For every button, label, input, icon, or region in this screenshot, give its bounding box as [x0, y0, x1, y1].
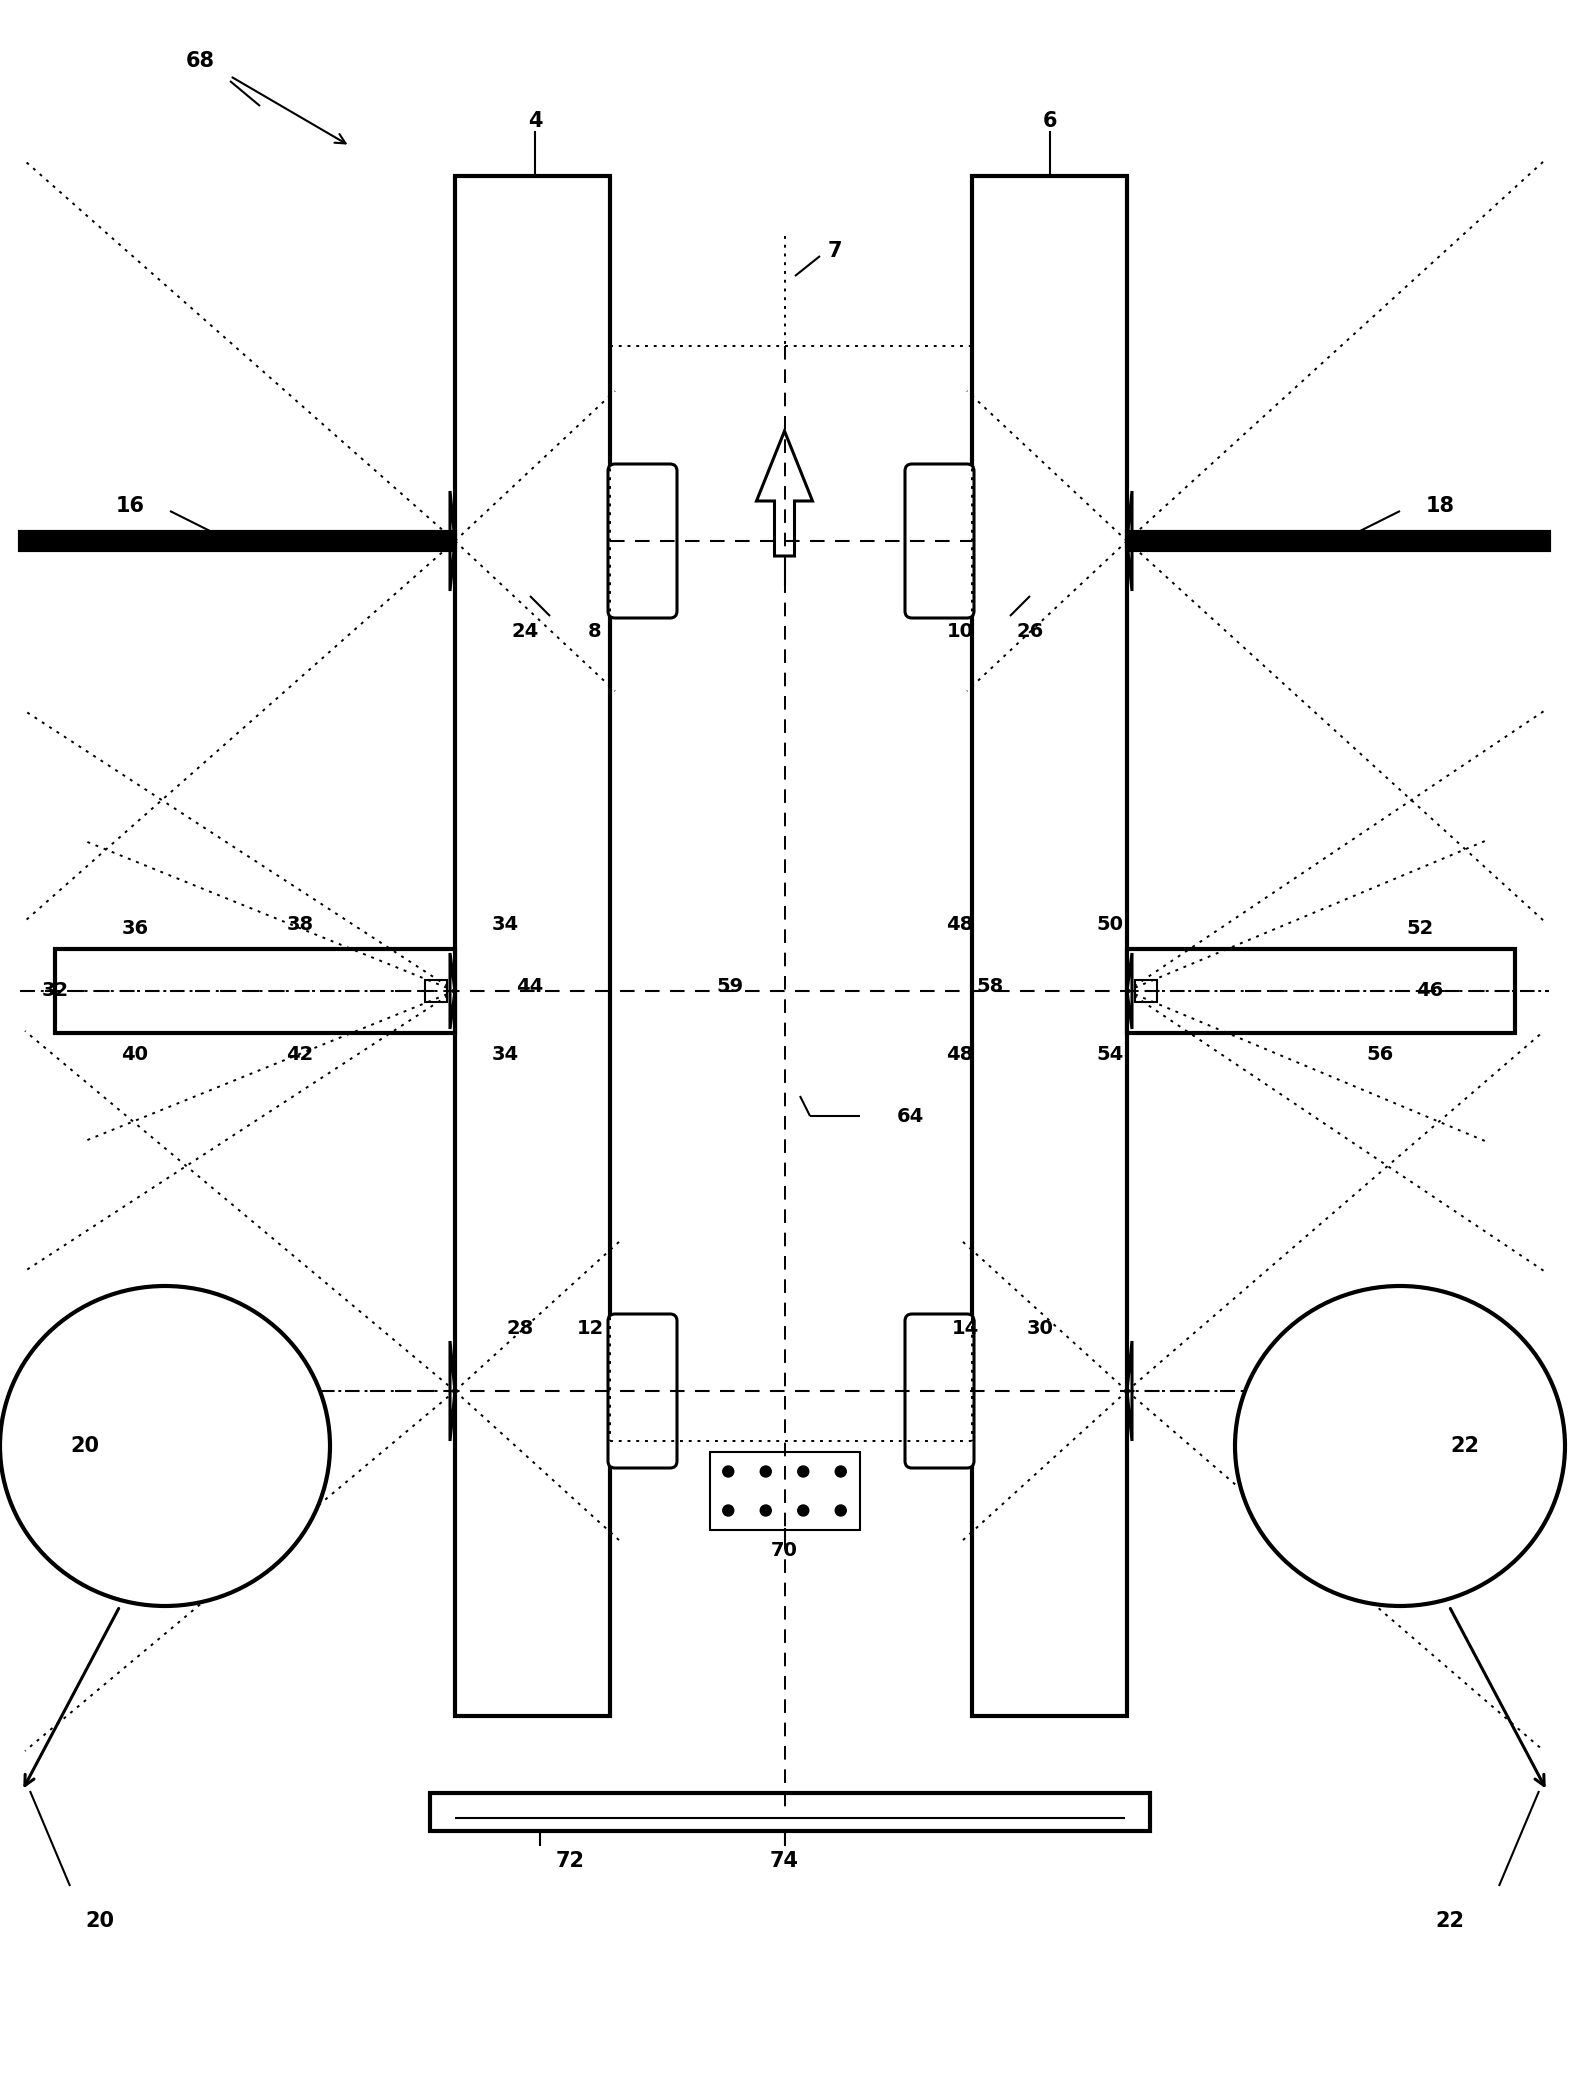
Text: 38: 38	[287, 914, 314, 933]
Text: 54: 54	[1097, 1044, 1123, 1063]
Text: 42: 42	[287, 1044, 314, 1063]
Text: 22: 22	[1436, 1912, 1464, 1930]
Bar	[1134, 981, 1156, 1002]
Text: 8: 8	[588, 623, 602, 641]
Text: 58: 58	[976, 977, 1004, 996]
Text: 26: 26	[1017, 623, 1043, 641]
Circle shape	[835, 1465, 846, 1478]
Text: 72: 72	[555, 1851, 585, 1872]
Text: 22: 22	[1450, 1436, 1480, 1457]
Circle shape	[797, 1505, 808, 1515]
Text: 20: 20	[71, 1436, 99, 1457]
Text: 16: 16	[116, 497, 144, 516]
Text: 48: 48	[946, 1044, 974, 1063]
Text: 32: 32	[41, 981, 69, 1000]
Circle shape	[761, 1465, 772, 1478]
Text: 46: 46	[1417, 981, 1443, 1000]
Text: 14: 14	[951, 1318, 979, 1337]
Text: 4: 4	[527, 111, 543, 132]
Text: 30: 30	[1026, 1318, 1053, 1337]
Bar	[709, 1453, 860, 1530]
Bar	[1127, 949, 1516, 1033]
Text: 59: 59	[717, 977, 744, 996]
Text: 74: 74	[770, 1851, 799, 1872]
Text: 7: 7	[828, 241, 843, 262]
Circle shape	[723, 1505, 734, 1515]
Text: 24: 24	[511, 623, 538, 641]
FancyBboxPatch shape	[905, 463, 974, 618]
Text: 56: 56	[1367, 1044, 1393, 1063]
Text: 52: 52	[1406, 918, 1434, 937]
Text: 44: 44	[516, 977, 543, 996]
FancyBboxPatch shape	[609, 1314, 676, 1467]
FancyBboxPatch shape	[609, 463, 676, 618]
Text: 64: 64	[896, 1107, 924, 1126]
Bar	[55, 949, 455, 1033]
Text: 12: 12	[576, 1318, 604, 1337]
Text: 48: 48	[946, 914, 974, 933]
Bar	[430, 1792, 1150, 1832]
Text: 68: 68	[185, 50, 215, 71]
Text: 28: 28	[507, 1318, 533, 1337]
Ellipse shape	[0, 1287, 329, 1606]
Circle shape	[835, 1505, 846, 1515]
Circle shape	[723, 1465, 734, 1478]
Text: 40: 40	[121, 1044, 149, 1063]
Bar	[425, 981, 447, 1002]
Circle shape	[797, 1465, 808, 1478]
FancyBboxPatch shape	[905, 1314, 974, 1467]
Bar	[455, 176, 610, 1717]
Text: 34: 34	[491, 1044, 519, 1063]
Bar	[973, 176, 1127, 1717]
Text: 70: 70	[770, 1541, 799, 1562]
Circle shape	[761, 1505, 772, 1515]
Text: 6: 6	[1043, 111, 1058, 132]
Text: 18: 18	[1426, 497, 1454, 516]
Text: 20: 20	[85, 1912, 115, 1930]
Text: 36: 36	[121, 918, 149, 937]
Text: 10: 10	[946, 623, 973, 641]
Ellipse shape	[1235, 1287, 1564, 1606]
Bar	[1127, 532, 1549, 549]
Text: 34: 34	[491, 914, 519, 933]
Text: 50: 50	[1097, 914, 1123, 933]
Bar	[20, 532, 455, 549]
